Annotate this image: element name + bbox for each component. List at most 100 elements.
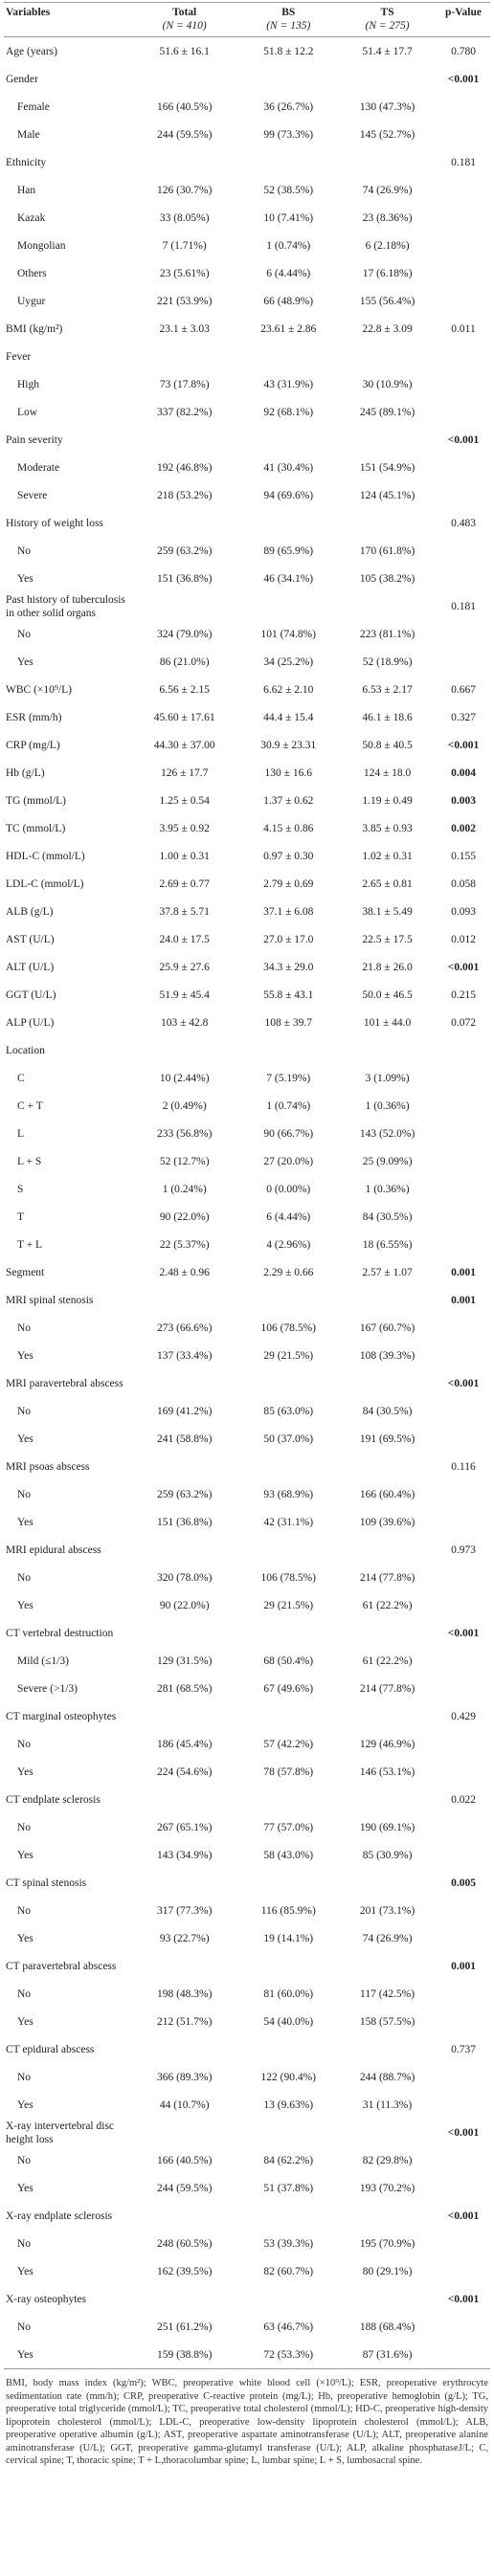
row-label: Yes <box>17 1516 34 1528</box>
cell: 244 (59.5%) <box>156 2182 213 2194</box>
cell: 251 (61.2%) <box>156 2321 213 2333</box>
row-label: X-ray endplate sclerosis <box>6 2210 113 2222</box>
cell: 317 (77.3%) <box>156 1904 213 1917</box>
cell: 169 (41.2%) <box>156 1405 213 1417</box>
row-label: Segment <box>6 1266 45 1278</box>
empty-cell <box>437 454 490 481</box>
table-row: TG (mmol/L) 1.25 ± 0.54 1.37 ± 0.62 1.19 ± … <box>4 787 490 814</box>
empty-cell <box>437 1147 490 1175</box>
cell: 10 (2.44%) <box>159 1072 210 1084</box>
cell: 22 (5.37%) <box>159 1238 210 1251</box>
empty-cell <box>437 2091 490 2119</box>
cell: 27 (20.0%) <box>263 1155 314 1167</box>
row-label: C + T <box>17 1099 43 1112</box>
cell: 0.011 <box>451 322 476 335</box>
cell: 67 (49.6%) <box>263 1682 314 1695</box>
empty-cell <box>437 2230 490 2257</box>
column-name: Total <box>172 7 197 18</box>
row-label: No <box>17 1821 32 1833</box>
cell: 0.001 <box>451 1294 476 1306</box>
cell: 2.48 ± 0.96 <box>159 1266 210 1278</box>
cell: 337 (82.2%) <box>156 406 213 418</box>
cell: 126 (30.7%) <box>156 184 213 196</box>
cell: 93 (22.7%) <box>159 1932 210 1944</box>
cell: 145 (52.7%) <box>359 128 415 141</box>
cell: 166 (60.4%) <box>359 1488 415 1500</box>
cell: 3.85 ± 0.93 <box>362 822 413 834</box>
empty-cell <box>130 1286 238 1314</box>
cell: 37.8 ± 5.71 <box>159 905 210 918</box>
empty-cell <box>437 481 490 509</box>
column-header: Total (N = 410) <box>130 2 239 37</box>
table-row: GGT (U/L) 51.9 ± 45.4 55.8 ± 43.1 50.0 ± 46… <box>4 981 490 1009</box>
table-row: Yes 93 (22.7%) 19 (14.1%) 74 (26.9%) <box>4 1924 490 1952</box>
cell: 146 (53.1%) <box>359 1765 415 1778</box>
empty-cell <box>437 2174 490 2202</box>
table-row: Han 126 (30.7%) 52 (38.5%) 74 (26.9%) <box>4 176 490 204</box>
table-row: No 259 (63.2%) 93 (68.9%) 166 (60.4%) <box>4 1480 490 1508</box>
row-label: No <box>17 1738 32 1750</box>
cell: 86 (21.0%) <box>159 655 210 668</box>
table-row: T 90 (22.0%) 6 (4.44%) 84 (30.5%) <box>4 1203 490 1231</box>
cell: 3.95 ± 0.92 <box>159 822 210 834</box>
row-label: Gender <box>6 73 38 85</box>
row-label: Yes <box>17 1599 34 1611</box>
table-row: BMI (kg/m²) 23.1 ± 3.03 23.61 ± 2.86 22.8 ±… <box>4 315 490 343</box>
cell: 126 ± 17.7 <box>160 766 209 779</box>
cell: 193 (70.2%) <box>359 2182 415 2194</box>
cell: 24.0 ± 17.5 <box>159 933 210 945</box>
cell: 94 (69.6%) <box>263 489 314 501</box>
cell: 84 (62.2%) <box>263 2154 314 2166</box>
empty-cell <box>437 2313 490 2341</box>
table-row: ALP (U/L) 103 ± 42.8 108 ± 39.7 101 ± 44.0 0… <box>4 1009 490 1036</box>
empty-cell <box>437 1675 490 1702</box>
cell: 2.79 ± 0.69 <box>263 877 314 890</box>
cell: 122 (90.4%) <box>260 2071 317 2083</box>
row-label: No <box>17 1488 32 1500</box>
cell: 151 (36.8%) <box>156 1516 213 1528</box>
cell: 0.429 <box>451 1710 476 1722</box>
table-row: MRI epidural abscess 0.973 <box>4 1536 490 1564</box>
cell: 1 (0.74%) <box>266 239 311 252</box>
empty-cell <box>437 537 490 565</box>
table-row: Yes 162 (39.5%) 82 (60.7%) 80 (29.1%) <box>4 2257 490 2285</box>
cell: 188 (68.4%) <box>359 2321 415 2333</box>
cell: <0.001 <box>447 2126 480 2139</box>
cell: 1.02 ± 0.31 <box>362 850 413 862</box>
row-label: Location <box>6 1044 45 1056</box>
table-row: CT endplate sclerosis 0.022 <box>4 1786 490 1813</box>
cell: 53 (39.3%) <box>263 2237 314 2250</box>
cell: 116 (85.9%) <box>260 1904 316 1917</box>
row-label: Kazak <box>17 211 46 224</box>
empty-cell <box>437 398 490 426</box>
cell: 43 (31.9%) <box>263 378 314 390</box>
cell: 151 (36.8%) <box>156 572 213 585</box>
empty-cell <box>238 1536 338 1564</box>
cell: 151 (54.9%) <box>359 461 415 474</box>
empty-cell <box>238 1619 338 1647</box>
empty-cell <box>338 509 437 537</box>
empty-cell <box>238 509 338 537</box>
cell: 129 (31.5%) <box>156 1654 213 1667</box>
row-label: T + L <box>17 1238 43 1251</box>
cell: 259 (63.2%) <box>156 544 213 557</box>
empty-cell <box>437 1897 490 1924</box>
table-row: No 186 (45.4%) 57 (42.2%) 129 (46.9%) <box>4 1730 490 1758</box>
empty-cell <box>437 176 490 204</box>
cell: 30.9 ± 23.31 <box>260 739 317 751</box>
cell: 212 (51.7%) <box>156 2015 213 2028</box>
table-row: Yes 151 (36.8%) 46 (34.1%) 105 (38.2%) <box>4 565 490 592</box>
cell: 13 (9.63%) <box>263 2099 314 2111</box>
cell: 84 (30.5%) <box>362 1210 413 1223</box>
cell: 18 (6.55%) <box>362 1238 413 1251</box>
cell: 93 (68.9%) <box>263 1488 314 1500</box>
row-label: Mongolian <box>17 239 66 252</box>
table-row: Others 23 (5.61%) 6 (4.44%) 17 (6.18%) <box>4 259 490 287</box>
empty-cell <box>338 2035 437 2063</box>
cell: 74 (26.9%) <box>362 1932 413 1944</box>
cell: 89 (65.9%) <box>263 544 314 557</box>
cell: 87 (31.6%) <box>338 2341 437 2369</box>
table-row: No 169 (41.2%) 85 (63.0%) 84 (30.5%) <box>4 1397 490 1425</box>
cell: 130 ± 16.6 <box>264 766 312 779</box>
row-label: Others <box>17 267 47 279</box>
